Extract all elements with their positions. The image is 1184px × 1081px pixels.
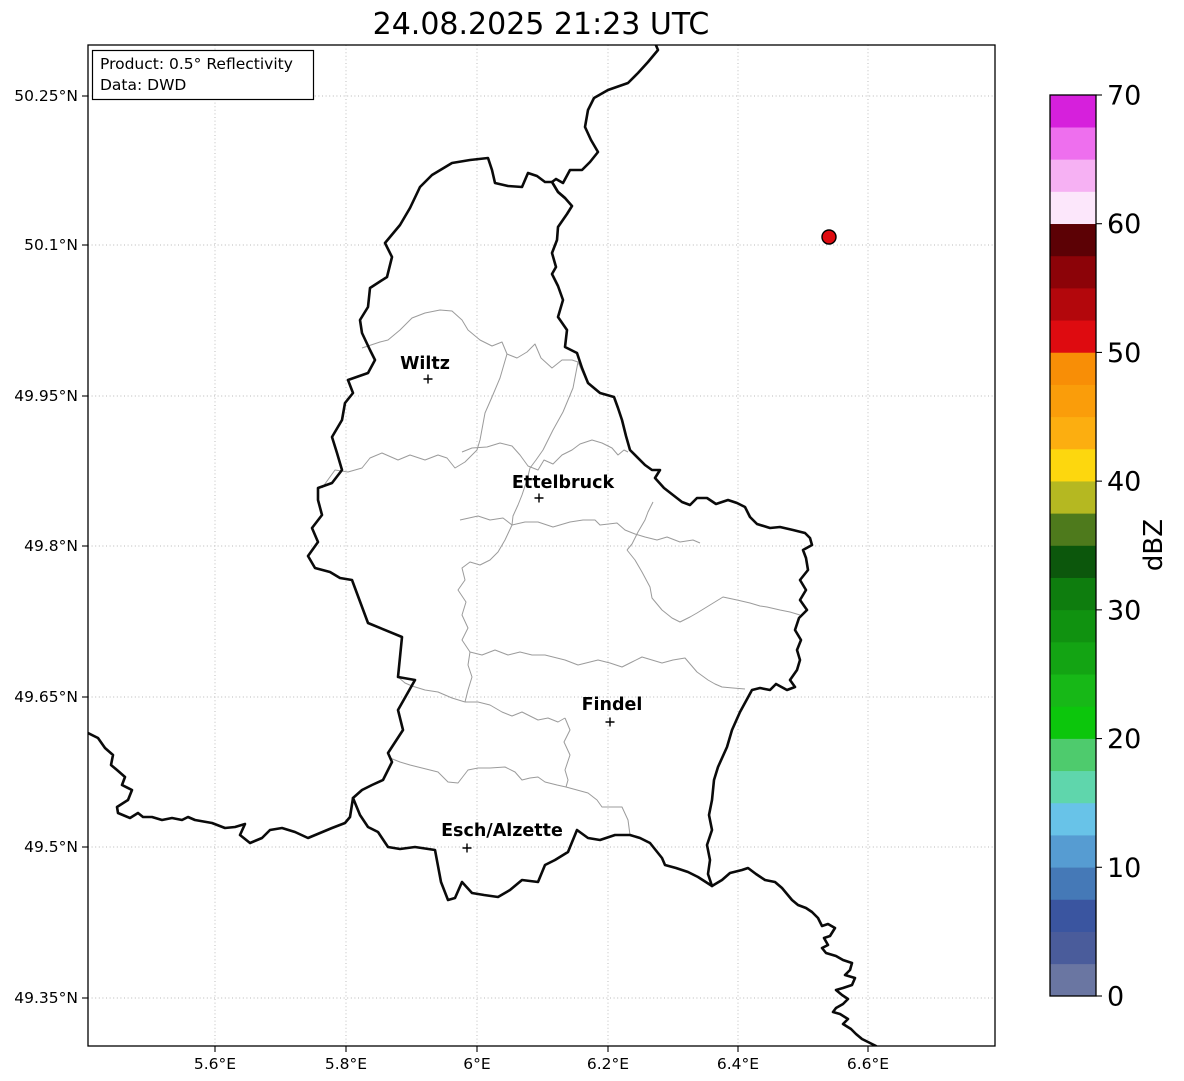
canton-border-esch-north xyxy=(389,757,631,836)
x-tick-label: 6.6°E xyxy=(847,1055,889,1073)
colorbar-segment xyxy=(1050,673,1096,707)
colorbar-segment xyxy=(1050,94,1096,128)
colorbar-segment xyxy=(1050,159,1096,192)
x-tick-label: 5.8°E xyxy=(325,1055,367,1073)
city-marker-icon xyxy=(534,493,544,503)
y-tick-label: 49.95°N xyxy=(14,387,78,405)
colorbar-segment xyxy=(1050,641,1096,675)
colorbar-tick-label: 10 xyxy=(1107,853,1141,884)
colorbar-segment xyxy=(1050,287,1096,321)
y-tick-label: 49.5°N xyxy=(24,838,78,856)
y-tick-label: 49.65°N xyxy=(14,688,78,706)
y-tick-label: 49.35°N xyxy=(14,989,78,1007)
y-tick-label: 50.25°N xyxy=(14,87,78,105)
colorbar-segment xyxy=(1050,899,1096,932)
colorbar-tick-label: 0 xyxy=(1107,982,1124,1013)
colorbar-segment xyxy=(1050,513,1096,546)
canton-border-luxembourg-south xyxy=(465,701,566,723)
gridlines xyxy=(88,45,995,1046)
info-box-data-line: Data: DWD xyxy=(100,76,186,94)
colorbar-segment xyxy=(1050,834,1096,868)
belgium-germany-border xyxy=(550,45,660,200)
x-tick-label: 6.4°E xyxy=(717,1055,759,1073)
canton-border-findel-north xyxy=(469,649,746,690)
colorbar-axis-label: dBZ xyxy=(1139,519,1169,571)
colorbar-segment xyxy=(1050,384,1096,418)
city-label: Findel xyxy=(582,695,643,715)
y-tick-label: 50.1°N xyxy=(24,236,78,254)
france-germany-border xyxy=(710,866,878,1046)
x-tick-label: 5.6°E xyxy=(194,1055,236,1073)
colorbar-segment xyxy=(1050,126,1096,160)
canton-border-grevenmacher xyxy=(626,549,801,623)
country-borders xyxy=(88,45,878,1046)
colorbar-segment xyxy=(1050,866,1096,900)
canton-border-wiltz-north xyxy=(361,309,508,355)
colorbar-segment xyxy=(1050,352,1096,385)
canton-border-luxembourg-east xyxy=(563,717,571,788)
france-belgium-border xyxy=(88,731,355,845)
canton-borders xyxy=(321,309,801,836)
canton-border-diekirch-east xyxy=(511,361,579,526)
canton-border-clervaux-vianden xyxy=(506,343,587,381)
y-tick-label: 49.8°N xyxy=(24,537,78,555)
radar-echo-points xyxy=(821,229,837,245)
colorbar-segment xyxy=(1050,802,1096,836)
canton-border-echternach-west xyxy=(626,501,654,551)
colorbar-tick-label: 30 xyxy=(1107,595,1141,626)
colorbar-segment xyxy=(1050,609,1096,643)
canton-border-capellen-vertical xyxy=(457,524,513,703)
colorbar-tick-label: 20 xyxy=(1107,724,1141,755)
canton-border-ettelbruck-north xyxy=(461,439,629,471)
axis-ticks: 5.6°E 5.8°E 6°E 6.2°E 6.4°E 6.6°E 50.25°N 50.1°… xyxy=(14,87,889,1073)
colorbar-segment xyxy=(1050,963,1096,997)
colorbar-segment xyxy=(1050,738,1096,772)
luxembourg-border xyxy=(306,156,814,902)
colorbar-segment xyxy=(1050,577,1096,611)
plot-title: 24.08.2025 21:23 UTC xyxy=(373,7,710,42)
city-marker-icon xyxy=(605,717,615,727)
colorbar-segment xyxy=(1050,448,1096,482)
colorbar-segment xyxy=(1050,319,1096,353)
x-tick-label: 6.2°E xyxy=(587,1055,629,1073)
colorbar-segment xyxy=(1050,416,1096,450)
colorbar-frame xyxy=(1049,94,1097,997)
colorbar-tick-label: 50 xyxy=(1107,338,1141,369)
colorbar-tick-label: 70 xyxy=(1107,81,1141,112)
colorbar-segment xyxy=(1050,191,1096,225)
canton-border-mersch-band xyxy=(459,515,701,544)
colorbar-segments xyxy=(1050,94,1096,997)
city-marker-icon xyxy=(462,843,472,853)
colorbar-tick-label: 40 xyxy=(1107,467,1141,498)
colorbar-segment xyxy=(1050,706,1096,739)
city-label: Wiltz xyxy=(400,354,450,374)
colorbar-segment xyxy=(1050,223,1096,257)
radar-echo-dot xyxy=(821,229,837,245)
x-tick-label: 6°E xyxy=(463,1055,490,1073)
colorbar-segment xyxy=(1050,545,1096,578)
colorbar-tick-label: 60 xyxy=(1107,209,1141,240)
canton-border-west-band xyxy=(397,676,466,703)
info-box-product-line: Product: 0.5° Reflectivity xyxy=(100,55,293,73)
colorbar-ticks: 0 10 20 30 40 50 60 70 xyxy=(1096,81,1141,1013)
colorbar-segment xyxy=(1050,255,1096,289)
info-box-frame xyxy=(91,49,315,101)
city-annotations: Wiltz Ettelbruck Findel Esch/Alzette xyxy=(400,354,642,853)
colorbar-segment xyxy=(1050,770,1096,804)
colorbar-segment xyxy=(1050,931,1096,965)
city-marker-icon xyxy=(423,374,433,384)
canton-border-wiltz-south xyxy=(321,353,508,489)
city-label: Esch/Alzette xyxy=(441,821,563,841)
colorbar-segment xyxy=(1050,480,1096,514)
info-box: Product: 0.5° Reflectivity Data: DWD xyxy=(91,49,315,101)
map-frame xyxy=(87,44,996,1047)
city-label: Ettelbruck xyxy=(512,473,615,493)
